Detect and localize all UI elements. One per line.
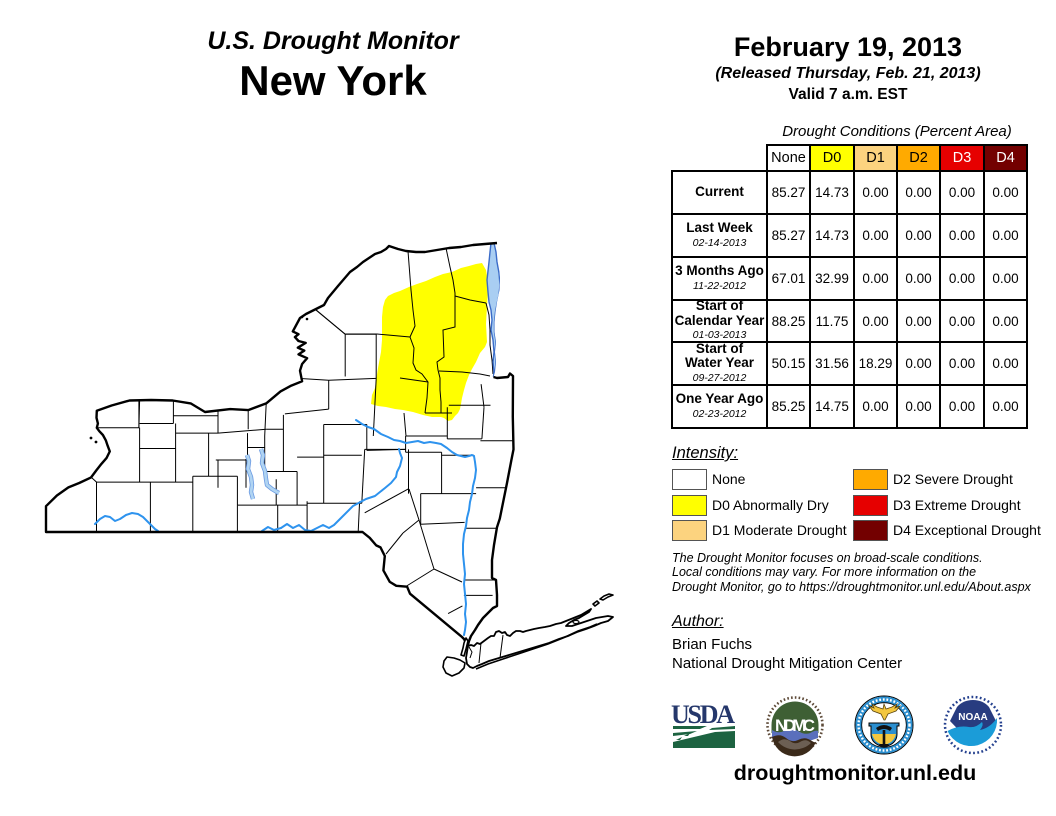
svg-text:NOAA: NOAA [958,712,987,723]
svg-text:NDMC: NDMC [775,716,815,735]
svg-text:USDA: USDA [671,700,735,729]
